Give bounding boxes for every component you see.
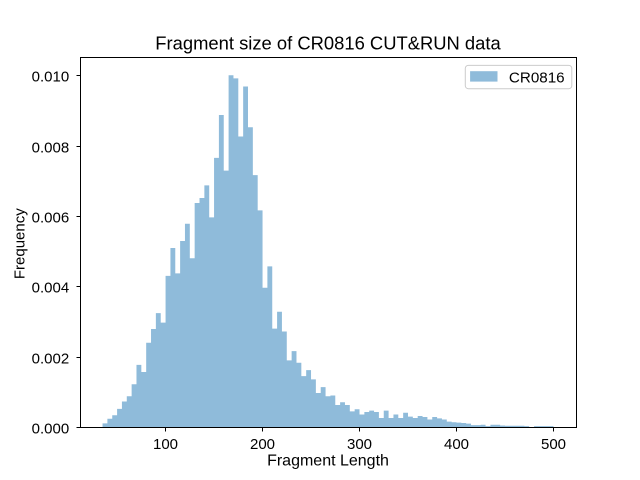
svg-text:Frequency: Frequency: [12, 208, 29, 279]
svg-text:0.008: 0.008: [32, 139, 70, 156]
svg-text:400: 400: [444, 436, 469, 453]
svg-text:0.004: 0.004: [32, 279, 70, 296]
svg-text:200: 200: [250, 436, 275, 453]
svg-text:300: 300: [347, 436, 372, 453]
svg-text:500: 500: [541, 436, 566, 453]
svg-text:0.010: 0.010: [32, 68, 70, 85]
svg-text:100: 100: [153, 436, 178, 453]
svg-text:Fragment Length: Fragment Length: [267, 453, 389, 470]
svg-text:0.002: 0.002: [32, 350, 70, 367]
svg-text:0.006: 0.006: [32, 209, 70, 226]
svg-text:Fragment size of CR0816 CUT&RU: Fragment size of CR0816 CUT&RUN data: [155, 33, 501, 54]
svg-text:CR0816: CR0816: [509, 70, 565, 87]
svg-text:0.000: 0.000: [32, 420, 70, 437]
